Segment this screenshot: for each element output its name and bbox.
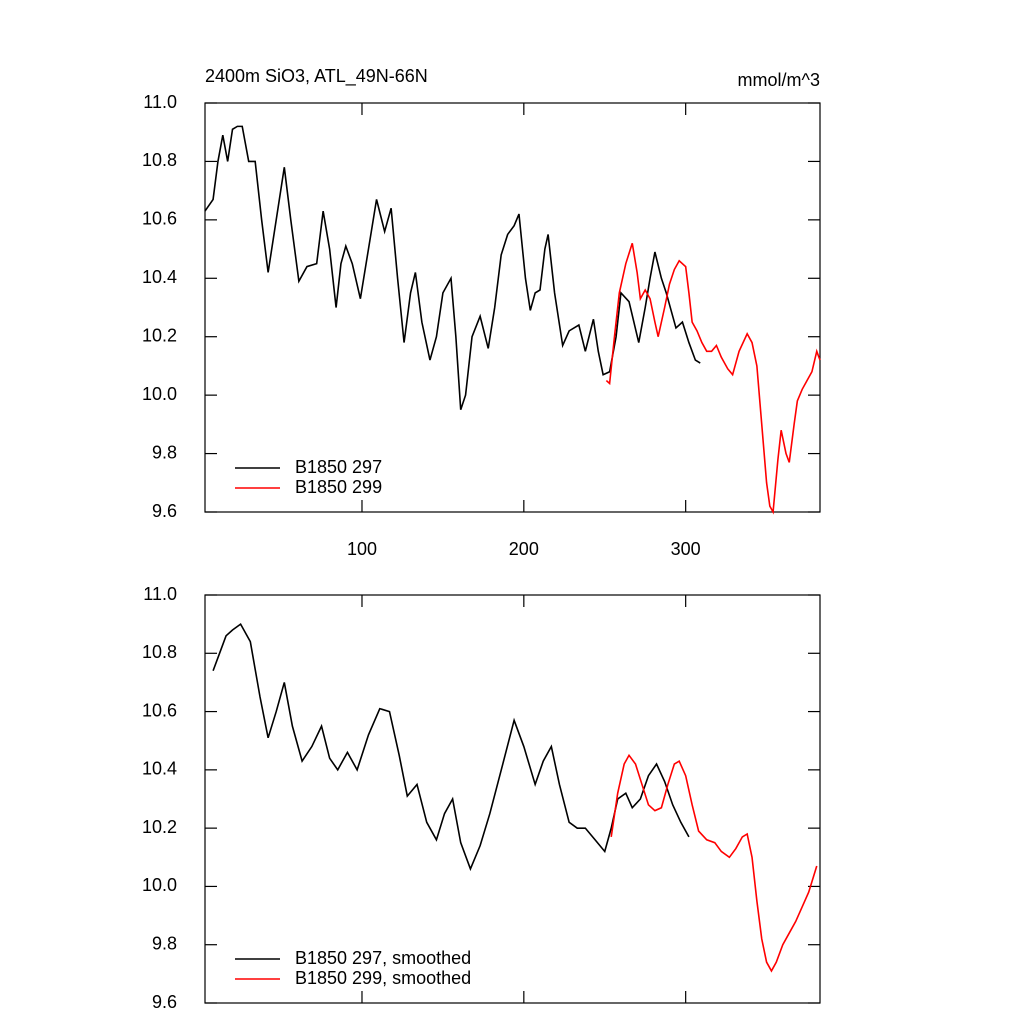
units-label: mmol/m^3 <box>738 70 820 90</box>
x-tick-label: 200 <box>509 539 539 559</box>
legend-label: B1850 297 <box>295 457 382 477</box>
y-tick-label: 9.6 <box>152 992 177 1012</box>
y-tick-label: 11.0 <box>143 92 177 112</box>
series-line <box>610 753 818 973</box>
legend-label: B1850 299 <box>295 477 382 497</box>
legend-label: B1850 297, smoothed <box>295 948 471 968</box>
x-tick-label: 100 <box>347 539 377 559</box>
y-tick-label: 9.8 <box>152 933 177 953</box>
plot-frame <box>204 594 821 1004</box>
y-tick-label: 10.8 <box>142 642 177 662</box>
y-tick-label: 11.0 <box>143 584 177 604</box>
legend-label: B1850 299, smoothed <box>295 968 471 988</box>
y-tick-label: 10.8 <box>142 150 177 170</box>
y-tick-label: 10.0 <box>142 875 177 895</box>
series-line <box>605 242 821 515</box>
y-tick-label: 10.2 <box>142 817 177 837</box>
y-tick-label: 10.0 <box>142 384 177 404</box>
plot-frame <box>204 102 821 513</box>
y-tick-label: 9.8 <box>152 442 177 462</box>
y-tick-label: 10.6 <box>142 209 177 229</box>
y-tick-label: 10.4 <box>142 267 177 287</box>
y-tick-label: 10.6 <box>142 700 177 720</box>
chart-title: 2400m SiO3, ATL_49N-66N <box>205 66 428 87</box>
series-line <box>212 622 690 872</box>
y-tick-label: 9.6 <box>152 501 177 521</box>
x-tick-label: 300 <box>671 539 701 559</box>
y-tick-label: 10.4 <box>142 759 177 779</box>
series-line <box>204 125 701 411</box>
y-tick-label: 10.2 <box>142 325 177 345</box>
